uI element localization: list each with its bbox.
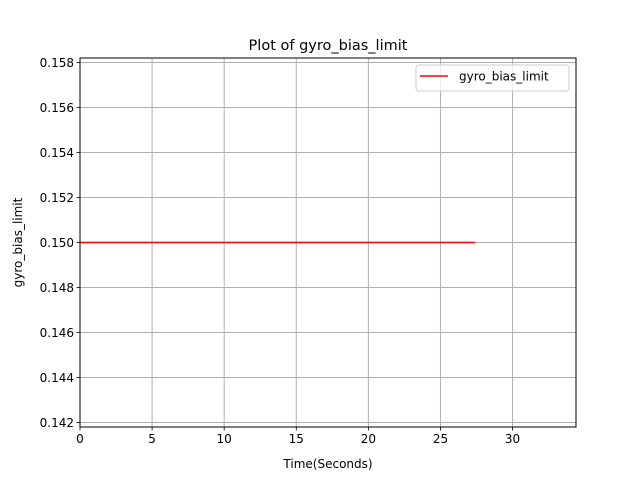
y-tick-label: 0.152 xyxy=(40,191,74,205)
x-tick-label: 25 xyxy=(433,432,448,446)
y-axis-ticks: 0.142 0.144 0.146 0.148 0.150 0.152 0.154 0.156… xyxy=(40,56,80,430)
x-tick-label: 5 xyxy=(148,432,156,446)
y-tick-label: 0.156 xyxy=(40,101,74,115)
legend-label-gyro-bias-limit: gyro_bias_limit xyxy=(459,70,549,84)
y-tick-label: 0.146 xyxy=(40,326,74,340)
y-tick-label: 0.154 xyxy=(40,146,74,160)
y-tick-label: 0.150 xyxy=(40,236,74,250)
y-tick-label: 0.144 xyxy=(40,371,74,385)
legend-box xyxy=(415,64,570,92)
x-tick-label: 15 xyxy=(289,432,304,446)
x-axis-label: Time(Seconds) xyxy=(282,457,372,471)
x-tick-label: 10 xyxy=(217,432,232,446)
chart-title: Plot of gyro_bias_limit xyxy=(249,38,408,54)
y-tick-label: 0.158 xyxy=(40,56,74,70)
y-axis-label: gyro_bias_limit xyxy=(11,197,25,287)
x-tick-label: 20 xyxy=(361,432,376,446)
legend: gyro_bias_limit xyxy=(415,64,570,92)
x-tick-label: 0 xyxy=(76,432,84,446)
y-tick-label: 0.142 xyxy=(40,416,74,430)
x-tick-label: 30 xyxy=(505,432,520,446)
x-axis-ticks: 0 5 10 15 20 25 30 xyxy=(76,427,520,446)
y-tick-label: 0.148 xyxy=(40,281,74,295)
